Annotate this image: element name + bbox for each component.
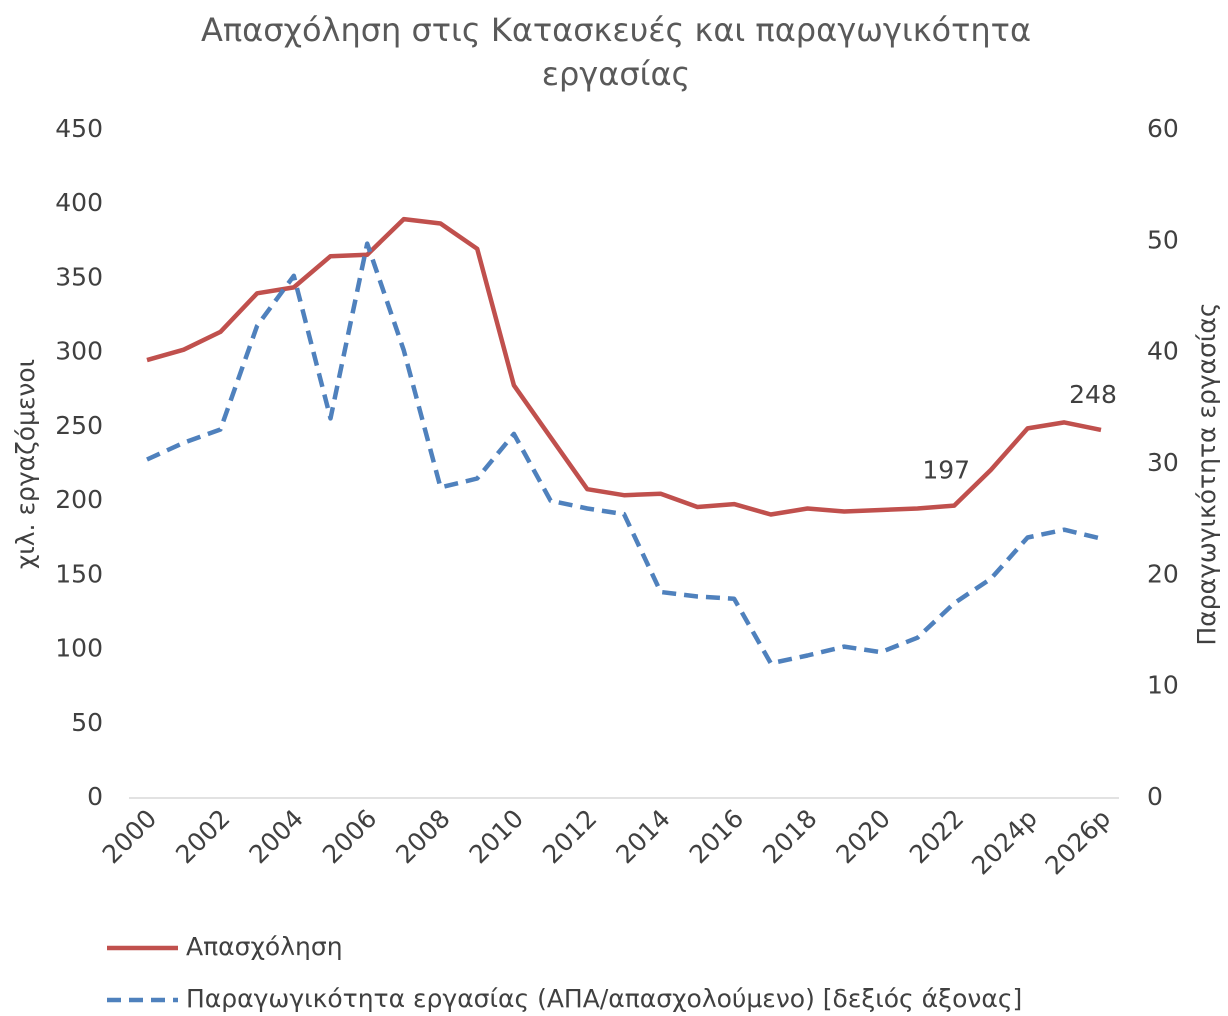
x-tick-label: 2022 [904,804,969,869]
x-tick-label: 2016 [684,804,749,869]
x-tick-label: 2006 [317,804,382,869]
x-tick-label: 2018 [757,804,822,869]
chart-title: Απασχόληση στις Κατασκευές και παραγωγικ… [201,11,1031,49]
y-axis-title: χιλ. εργαζόμενοι [11,359,40,569]
chart-title: εργασίας [542,55,691,93]
y-tick-label: 100 [55,634,103,663]
y-tick-label: 250 [55,411,103,440]
series-line [146,241,1102,666]
x-tick-label: 2004 [243,804,308,869]
y-tick-label: 300 [55,337,103,366]
series-line [146,216,1102,517]
y-tick-label: 0 [87,782,103,811]
legend-label: Απασχόληση [186,932,343,961]
y-tick-label: 450 [55,114,103,143]
y2-axis-title: Παραγωγικότητα εργασίας [1192,302,1221,645]
x-tick-label: 2014 [610,804,675,869]
data-label: 197 [922,456,970,485]
x-tick-label: 2024p [966,804,1043,881]
y2-tick-label: 40 [1147,337,1179,366]
legend-label: Παραγωγικότητα εργασίας (ΑΠΑ/απασχολούμε… [186,984,1022,1013]
y2-tick-label: 30 [1147,448,1179,477]
y2-tick-label: 10 [1147,671,1179,700]
y2-tick-label: 0 [1147,782,1163,811]
x-tick-label: 2010 [464,804,529,869]
y2-tick-label: 50 [1147,225,1179,254]
x-tick-label: 2000 [97,804,162,869]
x-tick-label: 2012 [537,804,602,869]
y-tick-label: 350 [55,262,103,291]
data-label: 248 [1069,380,1117,409]
x-tick-label: 2002 [170,804,235,869]
x-tick-label: 2026p [1039,804,1116,881]
x-tick-label: 2008 [390,804,455,869]
y2-tick-label: 20 [1147,559,1179,588]
y-tick-label: 50 [71,708,103,737]
y-tick-label: 400 [55,188,103,217]
y-tick-label: 200 [55,485,103,514]
y-tick-label: 150 [55,559,103,588]
y2-tick-label: 60 [1147,114,1179,143]
x-tick-label: 2020 [831,804,896,869]
